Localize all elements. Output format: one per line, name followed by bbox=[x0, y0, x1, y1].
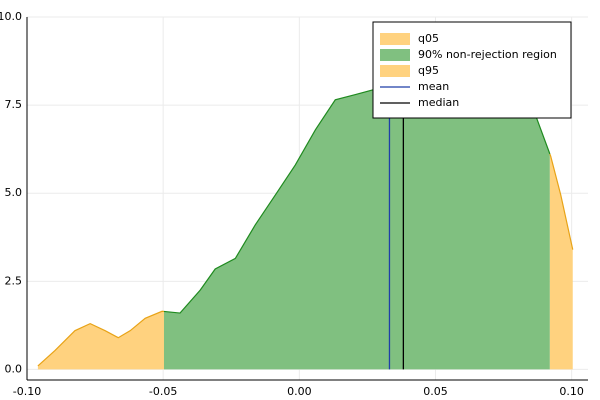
density-line bbox=[549, 153, 574, 250]
y-tick-label: 2.5 bbox=[5, 274, 23, 287]
legend-label: 90% non-rejection region bbox=[418, 48, 557, 61]
legend-swatch bbox=[380, 49, 410, 61]
y-tick-label: 7.5 bbox=[5, 98, 23, 111]
y-tick-label: 5.0 bbox=[5, 186, 23, 199]
legend-label: q95 bbox=[418, 64, 439, 77]
x-tick-label: -0.10 bbox=[13, 385, 41, 398]
x-tick-label: 0.00 bbox=[287, 385, 312, 398]
y-tick-label: 0.0 bbox=[5, 362, 23, 375]
region-area bbox=[549, 153, 573, 370]
legend-label: q05 bbox=[418, 32, 439, 45]
legend-swatch bbox=[380, 65, 410, 77]
x-tick-label: 0.05 bbox=[423, 385, 448, 398]
legend-swatch bbox=[380, 33, 410, 45]
region-area bbox=[37, 311, 164, 370]
legend-label: mean bbox=[418, 80, 449, 93]
x-tick-label: 0.10 bbox=[559, 385, 584, 398]
density-line bbox=[37, 310, 165, 367]
y-tick-label: 10.0 bbox=[0, 10, 22, 23]
x-tick-label: -0.05 bbox=[149, 385, 177, 398]
legend-label: median bbox=[418, 96, 459, 109]
